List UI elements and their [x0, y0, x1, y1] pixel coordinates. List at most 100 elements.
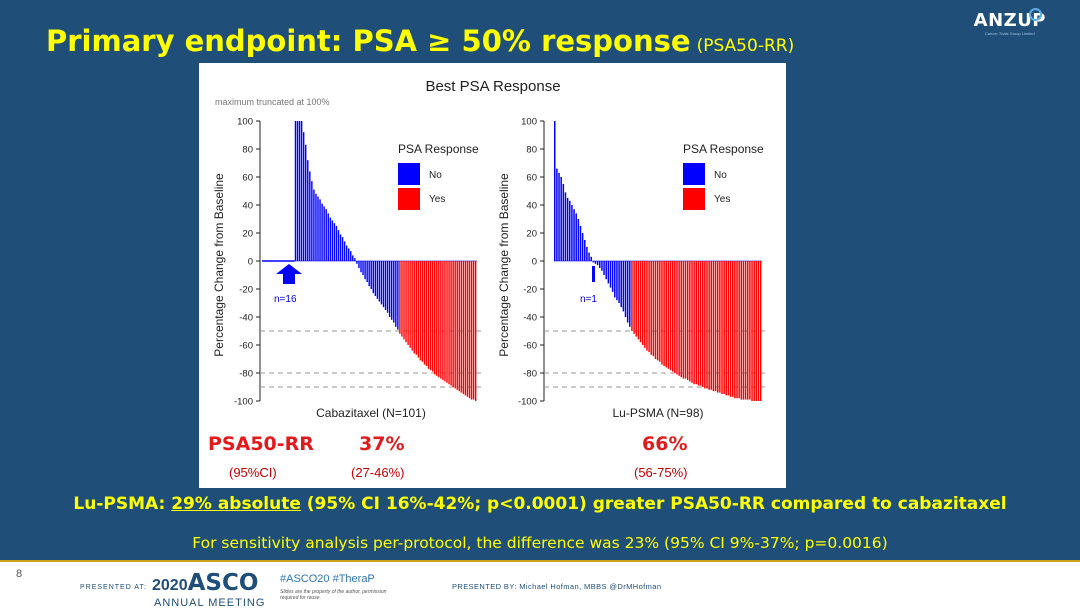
bar	[391, 261, 393, 320]
bar	[558, 172, 560, 261]
bar	[631, 261, 633, 331]
bar	[712, 261, 715, 392]
bar	[678, 261, 680, 376]
bar	[415, 261, 417, 355]
bar	[444, 261, 446, 382]
bar	[661, 261, 663, 365]
bar	[605, 261, 607, 280]
bar	[622, 261, 625, 312]
bar	[315, 193, 317, 261]
bar	[329, 217, 331, 261]
y-tick-label: 40	[242, 201, 253, 212]
page-number: 8	[16, 568, 23, 580]
bar	[409, 261, 411, 348]
bar	[440, 261, 442, 379]
bar	[341, 237, 344, 261]
bar	[667, 261, 670, 369]
bar	[646, 261, 648, 351]
bar	[352, 255, 354, 261]
bar	[446, 261, 448, 383]
bar	[650, 261, 652, 355]
cabazitaxel-rate: 37%	[359, 433, 405, 455]
bar	[734, 261, 736, 399]
bar	[659, 261, 661, 362]
bar	[656, 261, 659, 361]
panel-label-lu-psma: Lu-PSMA (N=98)	[612, 406, 703, 420]
presenter: PRESENTED BY: Michael Hofman, MBBS @DrMH…	[452, 582, 662, 591]
chart-panel: Best PSA Response maximum truncated at 1…	[199, 63, 786, 488]
waterfall-chart: Best PSA Response maximum truncated at 1…	[212, 78, 766, 420]
bar	[438, 261, 440, 378]
bar	[466, 261, 469, 397]
bar	[725, 261, 728, 396]
bar	[395, 261, 397, 327]
y-tick-label: -100	[234, 397, 253, 408]
presented-at: PRESENTED AT:	[80, 584, 147, 591]
bar	[362, 261, 364, 275]
y-tick-label: 60	[242, 173, 253, 184]
bar	[401, 261, 403, 337]
bar	[356, 261, 358, 264]
bar	[294, 121, 297, 261]
bar	[405, 261, 407, 343]
anzup-logo: ANZUP Cancer Trials Group Limited	[974, 8, 1046, 36]
legend-label-yes-left: Yes	[429, 194, 445, 205]
y-axis-label-right: Percentage Change from Baseline	[497, 173, 511, 357]
bar	[345, 245, 348, 261]
bar	[474, 261, 477, 401]
panel-label-cabazitaxel: Cabazitaxel (N=101)	[316, 406, 426, 420]
psa50-label: PSA50-RR	[208, 433, 314, 455]
bar	[450, 261, 452, 386]
bar	[350, 251, 352, 261]
bar	[607, 261, 610, 284]
bar	[470, 261, 473, 400]
bar	[757, 261, 760, 401]
bar	[706, 261, 708, 389]
y-tick-label: 60	[526, 173, 537, 184]
bar	[348, 248, 350, 261]
bar	[468, 261, 471, 399]
zero-bars-arrow-icon	[276, 264, 302, 284]
lu-psma-ci: (56-75%)	[634, 465, 688, 480]
bar	[472, 261, 475, 400]
bar	[581, 233, 584, 261]
bar	[669, 261, 672, 371]
bar	[454, 261, 456, 389]
asco-year: 2020	[152, 577, 188, 594]
bar	[641, 261, 644, 345]
bar	[746, 261, 749, 400]
y-tick-label: -100	[518, 397, 537, 408]
zero-bar-marker-icon	[592, 266, 595, 282]
bar	[575, 213, 577, 261]
cabazitaxel-ci: (27-46%)	[351, 465, 405, 480]
bar	[577, 219, 580, 261]
lu-psma-rate: 66%	[642, 433, 688, 455]
bar	[302, 132, 305, 261]
bar	[554, 121, 556, 261]
bar	[319, 199, 321, 261]
bar	[434, 261, 436, 375]
bar	[343, 241, 346, 261]
bar	[742, 261, 745, 400]
bar	[753, 261, 755, 401]
bar	[689, 261, 691, 382]
bar	[300, 121, 303, 261]
bar	[618, 261, 620, 303]
bar	[695, 261, 698, 385]
bar	[298, 121, 301, 261]
bar	[569, 200, 571, 261]
bar	[374, 261, 377, 296]
annotation-n1: n=1	[580, 294, 597, 305]
bar	[731, 261, 734, 397]
bar	[671, 261, 674, 372]
bar	[411, 261, 413, 351]
bar	[592, 261, 595, 263]
y-tick-label: 40	[526, 201, 537, 212]
bar	[609, 261, 612, 288]
legend-swatch-no-right	[683, 163, 705, 185]
bar	[339, 234, 342, 261]
y-tick-label: 100	[521, 117, 537, 128]
bar	[633, 261, 635, 334]
bar	[321, 203, 323, 261]
bar	[399, 261, 401, 334]
